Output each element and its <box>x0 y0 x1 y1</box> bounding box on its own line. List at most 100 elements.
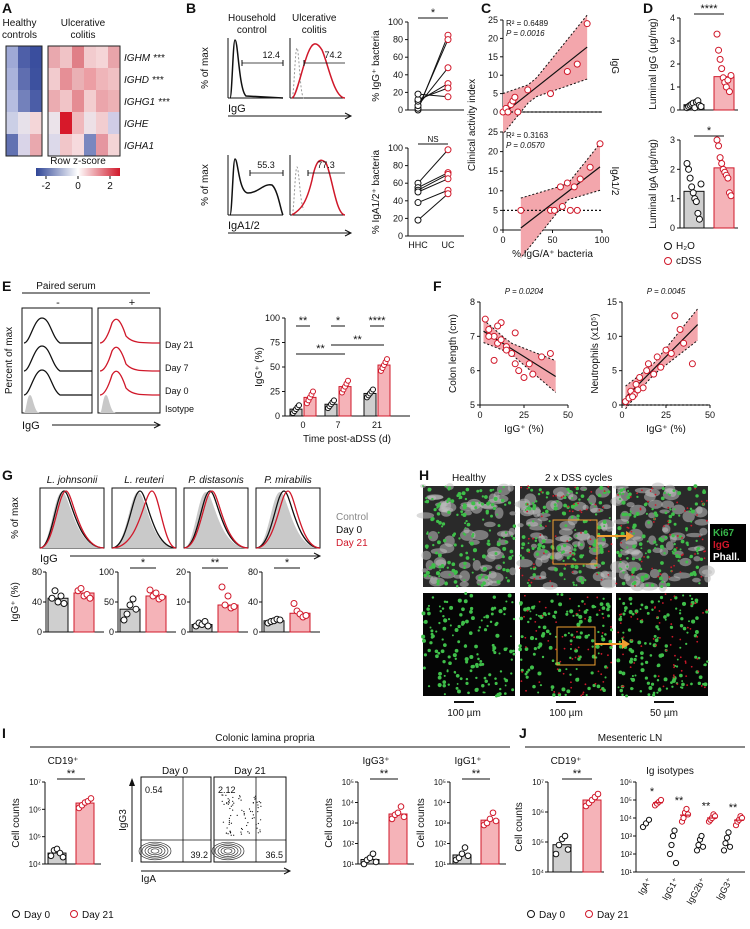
ki67-signal <box>520 635 524 639</box>
ki67-signal <box>421 611 426 616</box>
ki67-signal <box>493 496 498 501</box>
event-dot <box>222 821 225 823</box>
phalloidin-signal <box>426 495 444 500</box>
ki67-signal <box>437 651 441 655</box>
p-value: P = 0.0570 <box>506 141 545 150</box>
igg-signal <box>698 535 701 538</box>
y-tick: 10⁷ <box>29 778 41 787</box>
ki67-signal <box>548 520 551 523</box>
heatmap-cell <box>108 46 120 68</box>
heatmap-cell <box>96 90 108 112</box>
ki67-signal <box>538 642 543 647</box>
ki67-signal <box>481 554 487 559</box>
ki67-signal <box>597 532 601 536</box>
data-point <box>644 360 652 368</box>
sig-label: * <box>285 557 290 569</box>
ki67-signal <box>441 525 444 528</box>
day0-point <box>645 816 653 823</box>
y-tick: 0 <box>398 105 403 115</box>
ki67-signal <box>574 502 578 507</box>
phalloidin-signal <box>662 527 669 533</box>
ki67-signal <box>519 603 523 606</box>
y-tick: 10⁶ <box>532 808 544 817</box>
regression-line <box>520 166 601 229</box>
ki67-signal <box>585 693 588 697</box>
ki67-signal <box>601 537 606 542</box>
contour <box>144 845 166 857</box>
ki67-signal <box>650 600 654 604</box>
phalloidin-signal <box>471 529 489 541</box>
ki67-signal <box>569 538 572 541</box>
ki67-signal <box>469 669 473 673</box>
igg-signal <box>667 523 670 525</box>
ki67-signal <box>648 686 653 690</box>
phalloidin-signal <box>472 559 481 571</box>
ki67-signal <box>673 542 676 546</box>
ki67-signal <box>598 544 603 548</box>
gene-label: IGHE <box>124 119 149 130</box>
ki67-signal <box>551 659 555 663</box>
phalloidin-signal <box>600 579 617 588</box>
ki67-signal <box>474 688 479 692</box>
y-label: Luminal IgG (µg/mg) <box>648 18 659 109</box>
ki67-signal <box>679 624 684 628</box>
ki67-signal <box>672 551 675 555</box>
igg-signal <box>703 557 706 560</box>
ki67-signal <box>702 490 707 495</box>
igg-signal <box>640 645 643 648</box>
igg-signal <box>521 574 524 577</box>
ki67-signal <box>698 582 701 585</box>
flow-box <box>213 776 287 863</box>
heatmap-cell <box>84 90 96 112</box>
zoom-arrow-head <box>626 531 634 541</box>
ki67-signal <box>458 537 461 540</box>
ki67-signal <box>490 502 495 507</box>
ki67-signal <box>519 554 523 557</box>
legend-day0-marker <box>527 910 535 918</box>
event-dot <box>238 798 240 800</box>
ki67-signal <box>464 522 467 525</box>
igg-signal <box>671 635 674 638</box>
y-tick: 80 <box>248 567 258 577</box>
ki67-signal <box>619 688 624 693</box>
ki67-signal <box>529 610 532 613</box>
y-tick: 80 <box>393 35 403 45</box>
ki67-signal <box>453 670 457 674</box>
phalloidin-signal <box>416 512 435 519</box>
phalloidin-signal <box>427 530 439 542</box>
hhc-point <box>414 90 422 98</box>
ki67-signal <box>487 539 490 543</box>
uc-iga-curve <box>291 159 346 216</box>
igg-signal <box>655 644 658 647</box>
ki67-signal <box>564 524 568 528</box>
ki67-signal <box>703 682 708 687</box>
ki67-signal <box>618 670 623 675</box>
event-dot <box>226 827 228 829</box>
ki67-signal <box>679 686 683 689</box>
phalloidin-signal <box>682 510 695 523</box>
ki67-signal <box>646 681 650 685</box>
sig-label: ** <box>67 768 76 780</box>
dss-title: 2 x DSS cycles <box>545 473 612 484</box>
day0-point <box>57 592 65 600</box>
ki67-signal <box>582 564 585 567</box>
y-tick: 60 <box>393 52 403 62</box>
ki67-signal <box>610 628 613 632</box>
y-tick: 10 <box>488 70 498 80</box>
ki67-signal <box>602 688 606 693</box>
igg-signal <box>553 691 556 693</box>
ki67-signal <box>505 576 508 579</box>
igg-signal <box>551 585 554 588</box>
event-dot <box>256 801 258 803</box>
ki67-signal <box>631 576 634 579</box>
x-label: Time post-aDSS (d) <box>303 434 391 445</box>
ki67-signal <box>685 560 689 564</box>
igg-signal <box>671 570 673 573</box>
ki67-signal <box>505 647 508 650</box>
ki67-signal <box>498 652 501 655</box>
ki67-signal <box>575 677 580 682</box>
igg-signal <box>582 691 585 694</box>
ki67-signal <box>535 500 538 503</box>
igg-signal <box>622 685 625 688</box>
